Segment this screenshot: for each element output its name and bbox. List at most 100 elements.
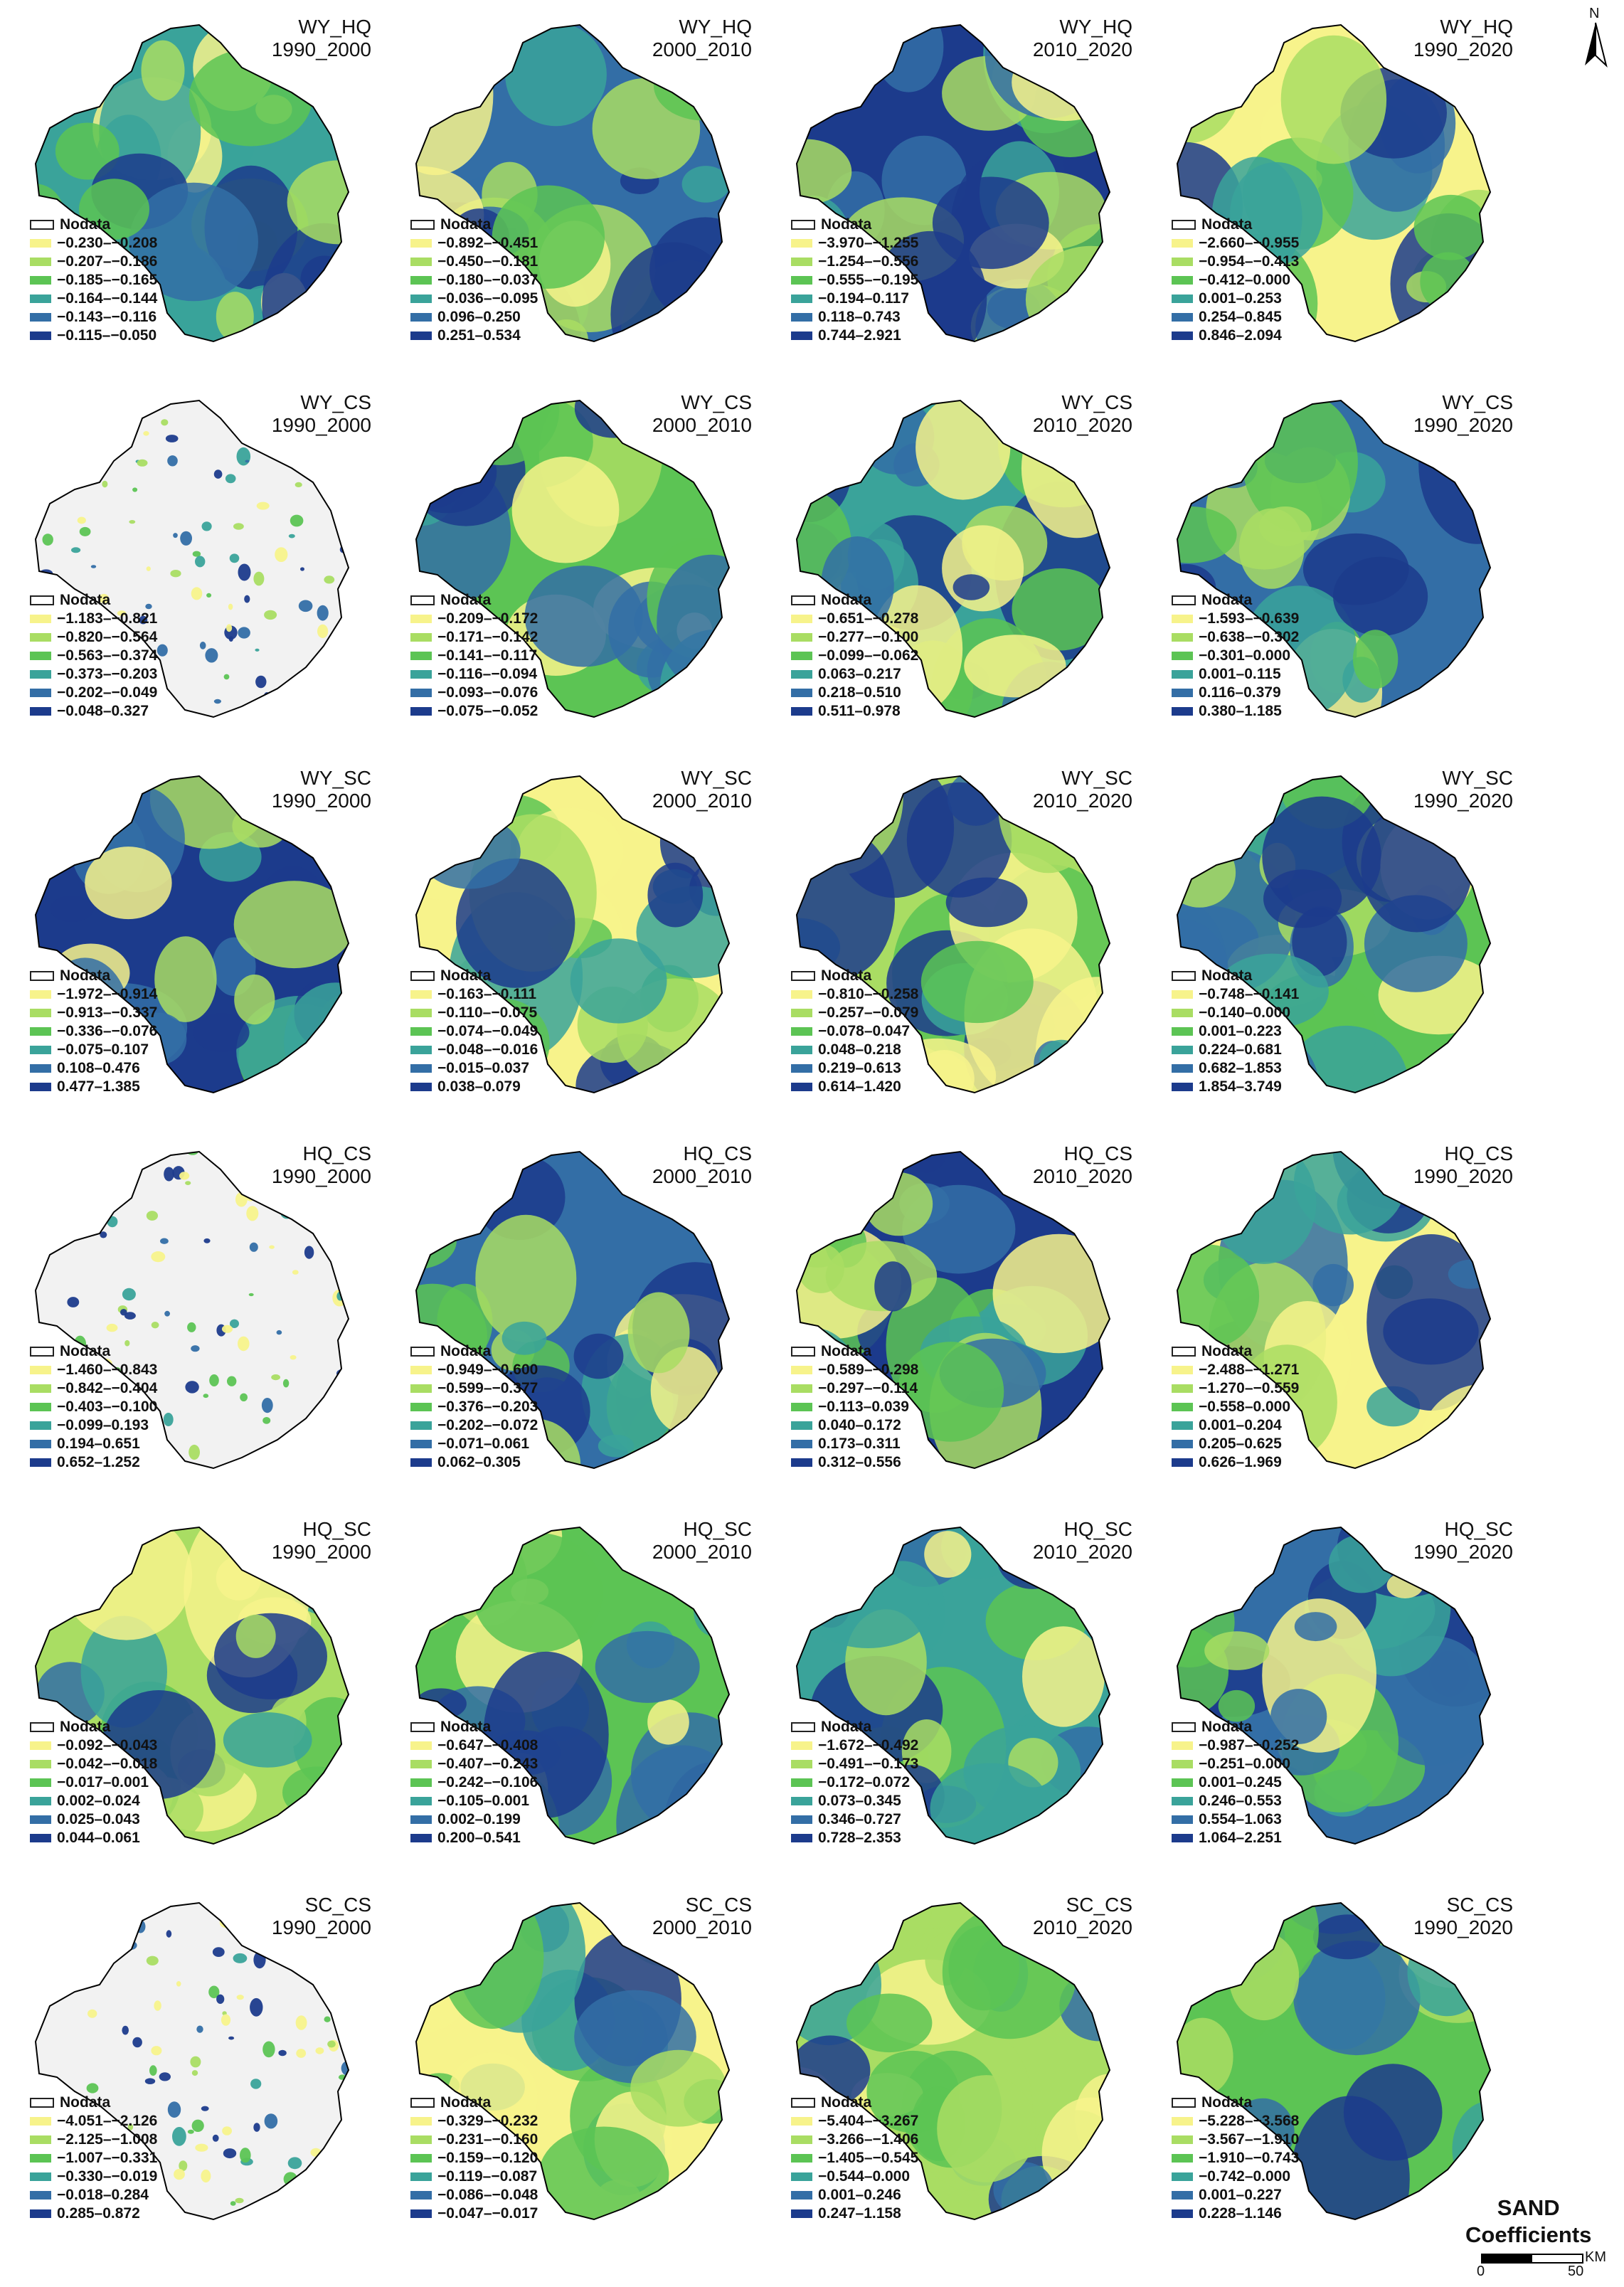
legend-label: −0.336–−0.076 [57, 1023, 158, 1039]
map-zone [314, 472, 326, 479]
map-panel: WY_CS 1990_2020 Nodata −1.593–−0.639 −0.638–… [1149, 376, 1526, 742]
legend-swatch [410, 1064, 432, 1073]
map-zone [416, 415, 526, 526]
legend-label: −0.242–−0.106 [437, 1774, 538, 1790]
legend-swatch [30, 258, 51, 266]
map-zone [1270, 1689, 1327, 1744]
map-zone [1386, 1572, 1423, 1598]
map-zone [264, 2113, 278, 2129]
map-zone [945, 877, 1028, 928]
choropleth-map [1176, 1901, 1492, 2221]
map-panel: HQ_SC 1990_2020 Nodata −0.987–−0.252 −0.251–… [1149, 1502, 1526, 1869]
legend-label: 0.001–0.115 [1199, 666, 1281, 682]
panel-period: 2000_2010 [652, 414, 752, 436]
map-zone [297, 678, 309, 691]
legend-label: −0.185–−0.165 [57, 272, 158, 288]
choropleth-map [34, 1901, 350, 2221]
map-zone [1228, 1932, 1300, 2021]
legend-swatch [410, 239, 432, 248]
legend-swatch [410, 1027, 432, 1036]
map-zone [1218, 1689, 1256, 1722]
legend-swatch [410, 1421, 432, 1430]
map-zone [164, 1310, 171, 1317]
legend-swatch [30, 2098, 54, 2108]
legend-swatch [410, 1403, 432, 1411]
legend-label: −0.913–−0.337 [57, 1004, 158, 1021]
legend-row: 0.251–0.534 [410, 327, 538, 345]
map-zone [312, 694, 322, 706]
legend-swatch [30, 670, 51, 679]
map-zone [1294, 1612, 1337, 1642]
map-zone [100, 1231, 107, 1238]
map-zone [475, 1214, 577, 1342]
legend-row: −0.110–−0.075 [410, 1004, 538, 1022]
legend-row: −0.171–−0.142 [410, 628, 538, 647]
legend-label: −0.231–−0.160 [437, 2131, 538, 2148]
panel-pair: HQ_SC [1444, 1518, 1513, 1540]
panel-title: WY_HQ 1990_2000 [272, 16, 371, 61]
legend-label: Nodata [60, 216, 111, 233]
map-zone [195, 556, 206, 568]
map-zone [186, 1152, 199, 1155]
map-zone [47, 478, 57, 488]
map-zone [86, 2083, 99, 2094]
legend-swatch [791, 2135, 812, 2144]
legend-swatch [1172, 1440, 1193, 1448]
map-zone [191, 2070, 198, 2076]
map-zone [245, 460, 250, 463]
legend-row: 0.002–0.024 [30, 1792, 157, 1810]
map-zone [1361, 801, 1472, 933]
legend-label: 0.744–2.921 [818, 327, 901, 344]
map-zone [299, 1200, 312, 1214]
map-legend: Nodata −0.748–−0.141 −0.140–0.000 0.001–0.2… [1172, 967, 1299, 1096]
legend-row: −0.251–0.000 [1172, 1755, 1299, 1773]
legend-label: −0.078–0.047 [818, 1023, 911, 1039]
map-zone [1333, 556, 1428, 637]
legend-swatch [410, 1815, 432, 1824]
map-legend: Nodata −0.651–−0.278 −0.277–−0.100 −0.099–−… [791, 591, 918, 721]
legend-label: −0.105–0.001 [437, 1793, 530, 1809]
panel-period: 2000_2010 [652, 38, 752, 60]
panel-period: 1990_2000 [271, 38, 371, 60]
map-zone [573, 1333, 624, 1379]
map-zone [317, 605, 329, 621]
legend-label: 0.652–1.252 [57, 1454, 140, 1470]
legend-label: −0.110–−0.075 [437, 1004, 538, 1021]
legend-row: 0.118–0.743 [791, 308, 918, 327]
map-zone [151, 2046, 162, 2056]
map-zone [332, 672, 345, 689]
panel-title: WY_CS 2010_2020 [1033, 391, 1132, 437]
legend-swatch [410, 220, 435, 230]
map-zone [1284, 1025, 1408, 1093]
map-zone [1280, 35, 1387, 164]
scale-bar-graphic [1481, 2254, 1583, 2264]
legend-row: −0.913–−0.337 [30, 1004, 157, 1022]
panel-title: WY_SC 2000_2010 [652, 767, 752, 812]
legend-label: 0.001–0.204 [1199, 1417, 1282, 1433]
legend-label: Nodata [60, 2094, 111, 2111]
panel-pair: WY_HQ [679, 16, 752, 38]
legend-row: −0.257–−0.079 [791, 1004, 918, 1022]
map-zone [342, 1213, 349, 1225]
choropleth-map [795, 23, 1111, 343]
map-zone [314, 1975, 327, 1986]
map-zone [1463, 689, 1490, 717]
map-zone [203, 1394, 209, 1399]
map-zone [226, 624, 233, 632]
panel-period: 2010_2020 [1032, 1916, 1132, 1938]
legend-swatch [1172, 1046, 1193, 1054]
legend-swatch [791, 1722, 815, 1732]
legend-row: −1.593–−0.639 [1172, 610, 1299, 628]
legend-row: 0.477–1.385 [30, 1078, 157, 1096]
panel-period: 1990_2020 [1413, 790, 1513, 812]
panel-pair: HQ_SC [302, 1518, 371, 1540]
legend-label: 0.200–0.541 [437, 1830, 521, 1846]
legend-label: −1.183–−0.821 [57, 610, 158, 627]
legend-swatch [30, 1046, 51, 1054]
map-zone [52, 1919, 60, 1928]
map-zone [195, 2143, 208, 2152]
panel-title: HQ_CS 2000_2010 [652, 1142, 752, 1188]
legend-row-nodata: Nodata [410, 2094, 538, 2112]
map-legend: Nodata −0.163–−0.111 −0.110–−0.075 −0.074–−… [410, 967, 538, 1096]
legend-label: −5.228–−3.568 [1199, 2113, 1300, 2129]
